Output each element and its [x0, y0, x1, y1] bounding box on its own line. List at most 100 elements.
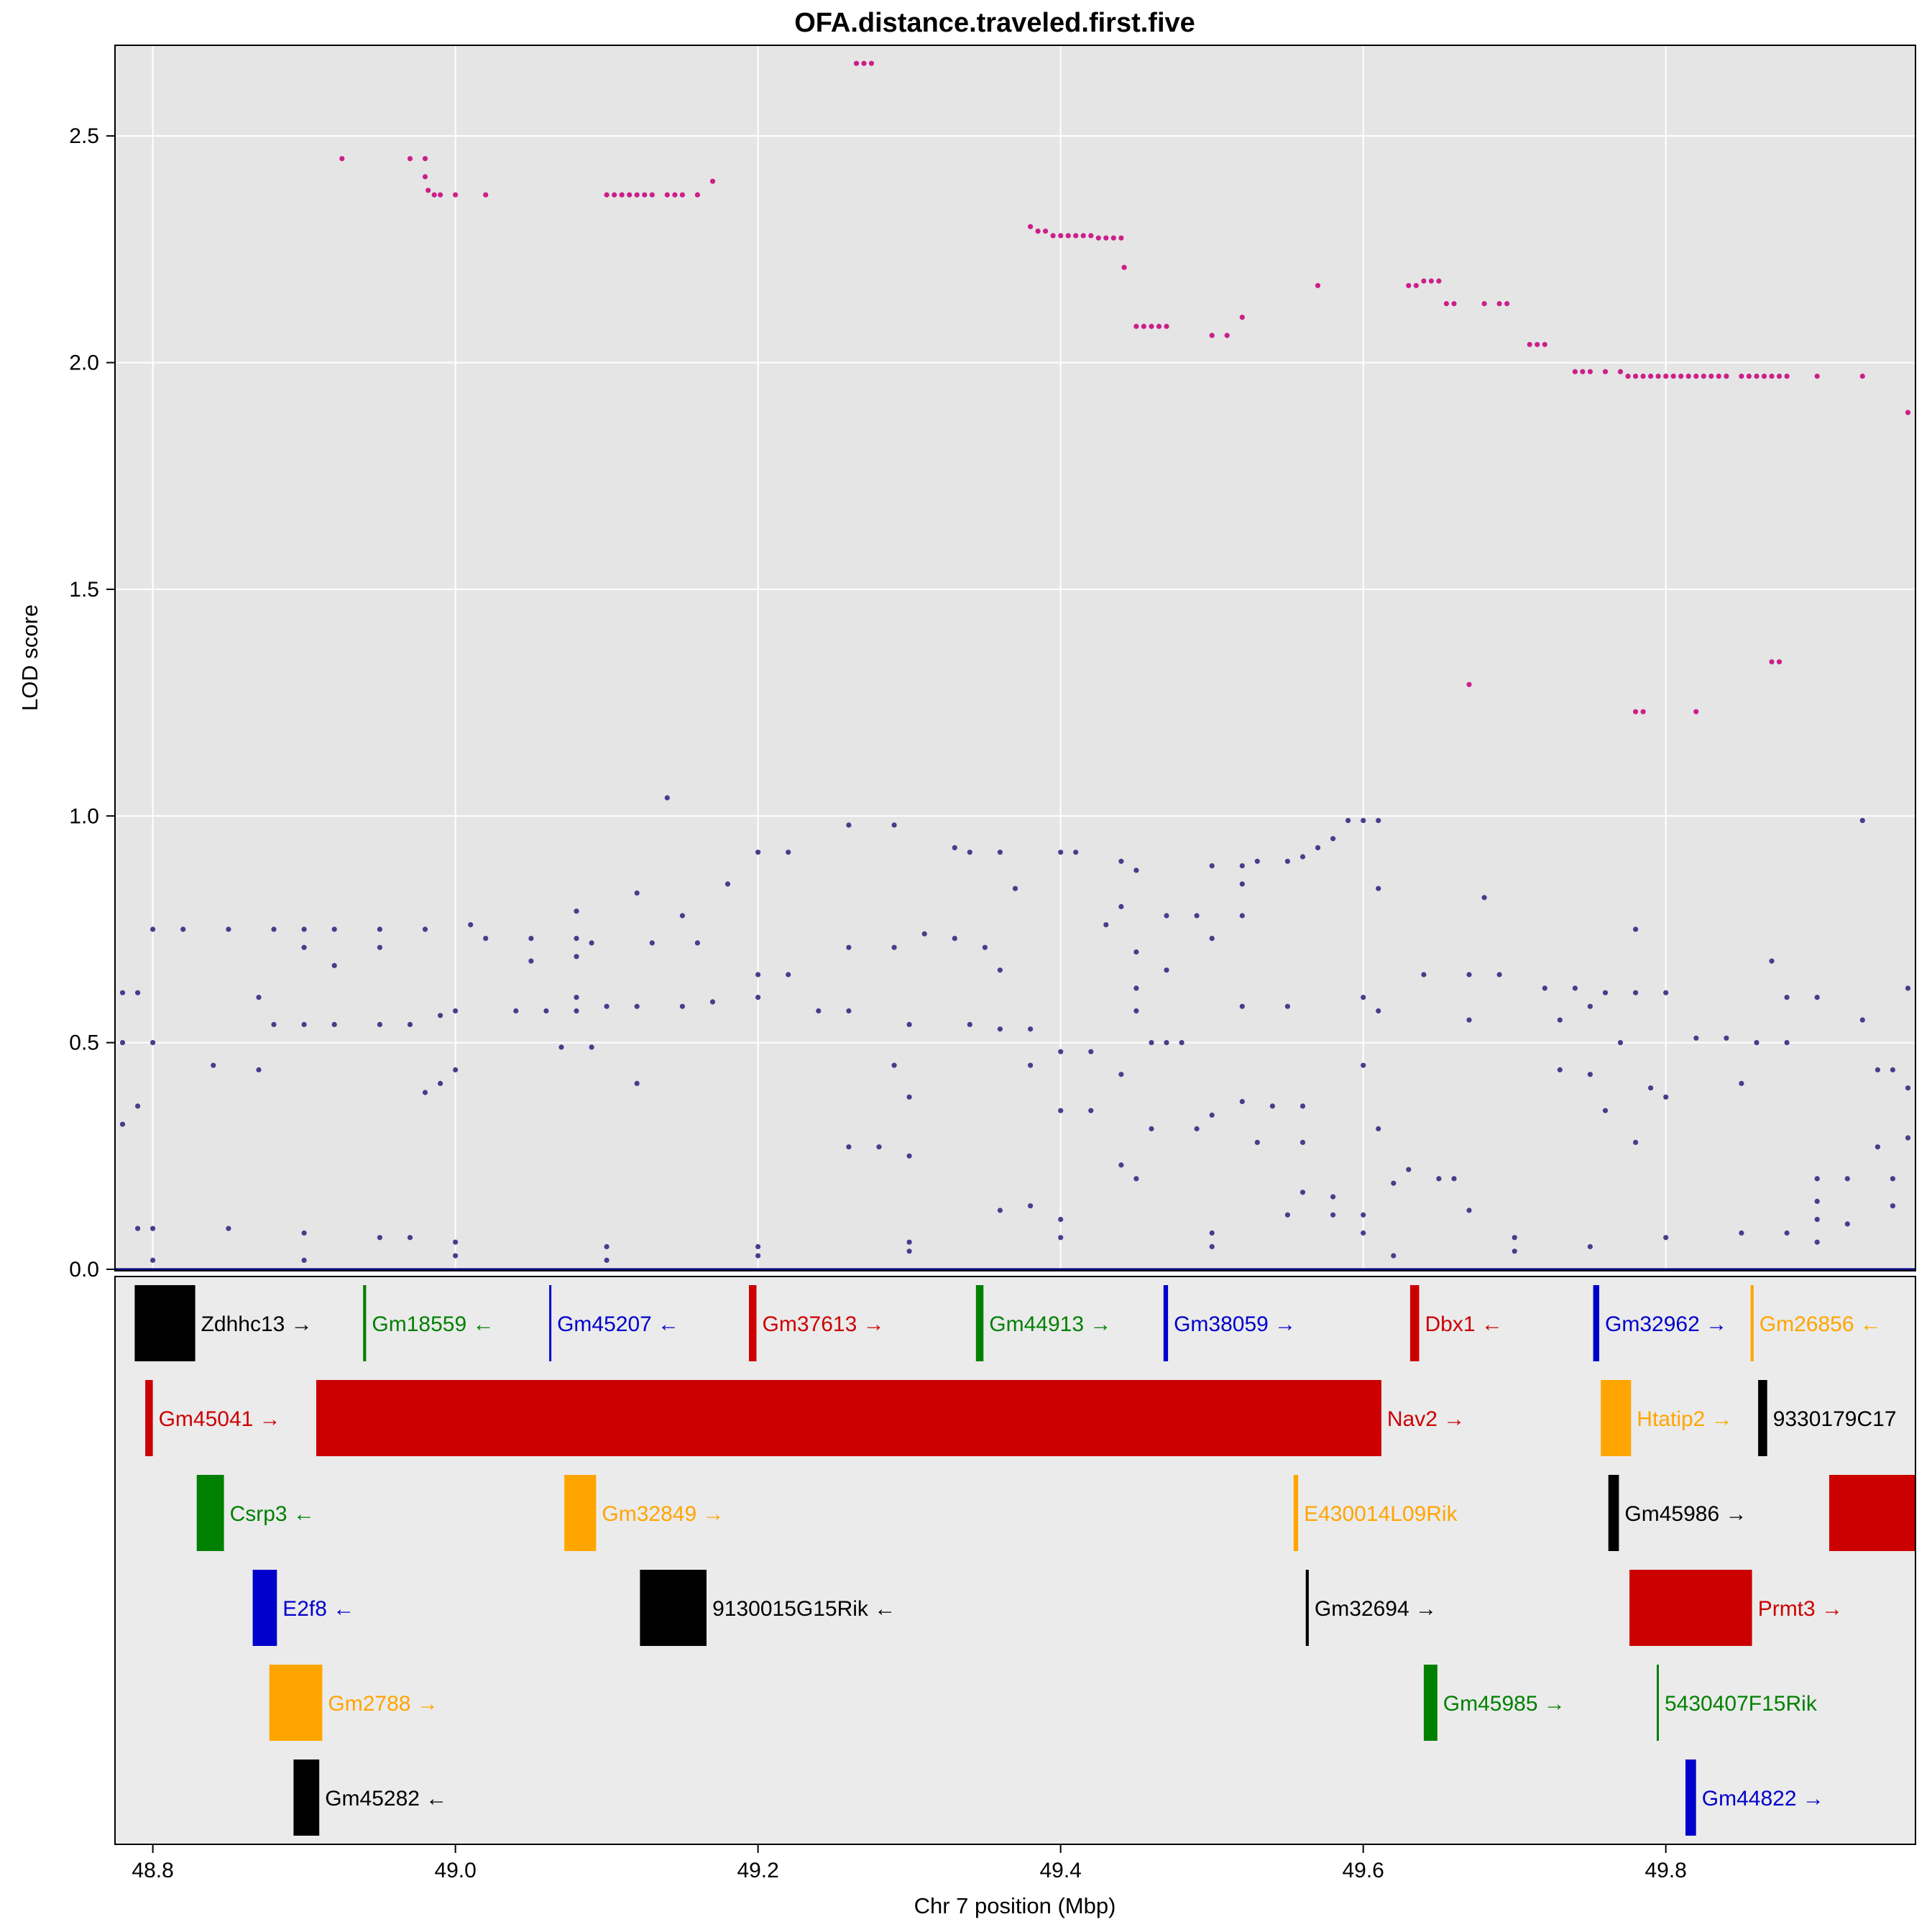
- snp-point: [331, 926, 337, 932]
- snp-point: [1300, 854, 1306, 860]
- x-tick-label: 49.4: [1039, 1859, 1081, 1882]
- gene-label: Dbx1 ←: [1425, 1312, 1503, 1336]
- top-snp-point: [604, 192, 610, 198]
- snp-point: [1557, 1067, 1563, 1073]
- y-tick-label: 0.5: [69, 1031, 99, 1055]
- snp-point: [1300, 1190, 1306, 1195]
- snp-point: [574, 954, 579, 960]
- gene-track: Zdhhc13 → Gm18559 ← Gm45207 ← Gm37613 → Gm44…: [134, 1285, 1915, 1836]
- snp-point: [1905, 1085, 1911, 1091]
- snp-point: [679, 1003, 686, 1009]
- snp-point: [1361, 1062, 1366, 1068]
- top-snp-point: [1095, 235, 1101, 241]
- top-snp-point: [619, 192, 625, 198]
- gene-block: [1293, 1475, 1299, 1551]
- snp-point: [1209, 1230, 1215, 1236]
- snp-point: [589, 940, 594, 946]
- gene-label: Gm44913 →: [989, 1312, 1111, 1336]
- snp-point: [1149, 1040, 1154, 1046]
- snp-point: [1663, 1235, 1669, 1241]
- top-snp-point: [649, 192, 655, 198]
- snp-point: [1058, 1235, 1064, 1241]
- gene-block: [1601, 1380, 1632, 1456]
- gene-label: Gm37613 →: [763, 1312, 885, 1336]
- x-tick-label: 49.8: [1644, 1859, 1686, 1882]
- snp-point: [906, 1094, 912, 1100]
- top-snp-point: [1663, 373, 1669, 380]
- snp-point: [256, 995, 262, 1000]
- gene-block: [316, 1380, 1381, 1456]
- snp-point: [604, 1003, 610, 1009]
- snp-point: [1784, 1040, 1790, 1046]
- top-snp-point: [861, 60, 867, 66]
- snp-point: [694, 940, 701, 946]
- top-snp-point: [1315, 282, 1321, 288]
- snp-point: [709, 999, 716, 1005]
- snp-point: [1300, 1103, 1306, 1109]
- top-snp-point: [422, 156, 428, 162]
- lod-panel-border: [114, 45, 1916, 1271]
- top-snp-point: [1769, 373, 1775, 380]
- snp-point: [1633, 926, 1639, 932]
- top-snp-point: [679, 192, 686, 198]
- snp-point: [1496, 972, 1502, 978]
- snp-point: [786, 972, 791, 978]
- top-snp-point: [1761, 373, 1767, 380]
- snp-points: [119, 60, 1911, 1263]
- snp-point: [226, 926, 231, 932]
- snp-point: [589, 1044, 594, 1050]
- top-snp-point: [1693, 373, 1699, 380]
- top-snp-point: [1572, 369, 1578, 374]
- gene-label: Gm2788 →: [328, 1692, 438, 1716]
- gene-block: [975, 1285, 984, 1361]
- snp-point: [1890, 1067, 1895, 1073]
- snp-point: [1633, 990, 1639, 995]
- snp-point: [331, 1021, 337, 1027]
- snp-point: [1466, 972, 1472, 978]
- top-snp-point: [1648, 373, 1654, 380]
- top-snp-point: [431, 192, 437, 198]
- y-tick-label: 2.5: [69, 124, 99, 148]
- top-snp-point: [1224, 333, 1230, 339]
- snp-point: [574, 936, 579, 942]
- snp-point: [1118, 903, 1124, 909]
- top-snp-point: [1814, 373, 1820, 380]
- snp-point: [1905, 1135, 1911, 1141]
- top-snp-point: [1640, 373, 1646, 380]
- snp-point: [1421, 972, 1427, 978]
- snp-point: [1814, 1239, 1820, 1245]
- gene-label: 5430407F15Rik: [1665, 1692, 1818, 1716]
- top-snp-point: [1451, 300, 1457, 307]
- top-snp-point: [1058, 233, 1064, 239]
- snp-point: [377, 1021, 383, 1027]
- top-snp-point: [1466, 681, 1472, 687]
- snp-point: [1814, 1176, 1820, 1182]
- snp-point: [679, 913, 686, 919]
- snp-point: [906, 1021, 912, 1027]
- top-snp-point: [1739, 373, 1744, 380]
- gene-label: 9330179C17: [1773, 1407, 1897, 1431]
- x-tick-label: 48.8: [132, 1859, 173, 1882]
- snp-point: [377, 944, 383, 950]
- snp-point: [150, 1040, 156, 1046]
- snp-point: [1164, 1040, 1169, 1046]
- gene-panel: [115, 1276, 1915, 1844]
- top-snp-point: [1535, 341, 1540, 347]
- top-snp-point: [1701, 373, 1706, 380]
- snp-point: [1890, 1203, 1895, 1209]
- gene-label: Nav2 →: [1387, 1407, 1465, 1431]
- snp-point: [407, 1021, 413, 1027]
- gene-block: [196, 1475, 224, 1551]
- top-snp-point: [1164, 323, 1169, 329]
- lod-panel: [115, 45, 1915, 1271]
- gene-label: 9130015G15Rik ←: [712, 1597, 896, 1621]
- snp-point: [1012, 886, 1018, 891]
- top-snp-point: [1421, 278, 1427, 284]
- snp-point: [1376, 1008, 1381, 1014]
- gene-block: [134, 1285, 196, 1361]
- snp-point: [1133, 985, 1139, 991]
- top-snp-point: [1050, 233, 1056, 239]
- snp-point: [952, 936, 957, 942]
- snp-point: [755, 995, 761, 1000]
- snp-point: [271, 926, 277, 932]
